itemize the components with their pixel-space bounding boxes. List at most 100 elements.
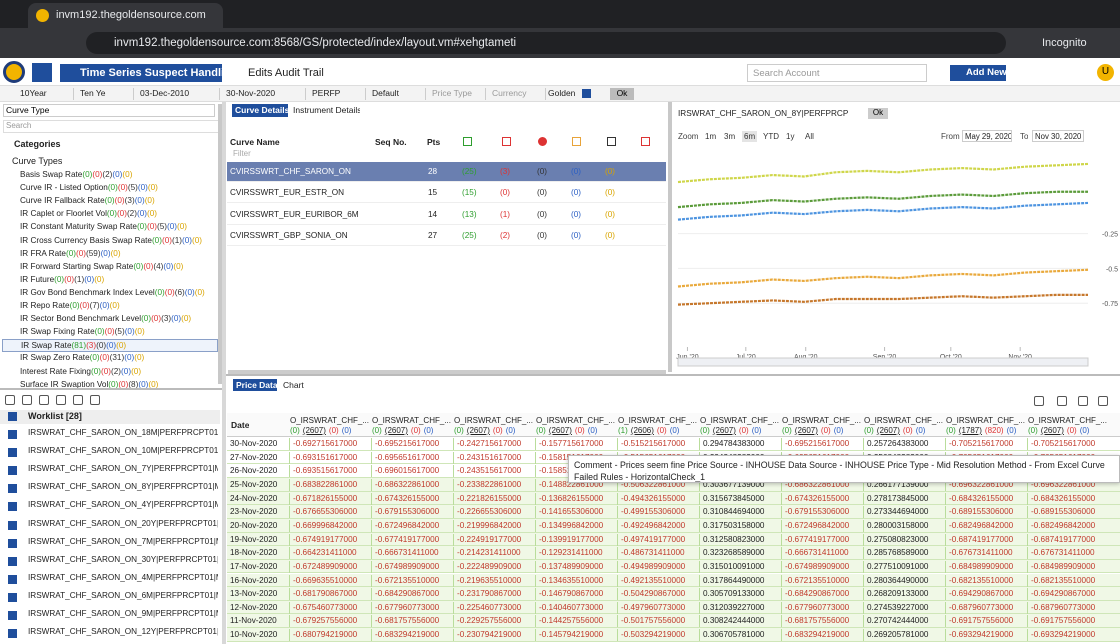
price-cell[interactable]: -0.146790867000 <box>535 588 616 600</box>
price-cell[interactable]: -0.226655306000 <box>453 506 534 518</box>
worklist-checkbox[interactable] <box>8 539 17 548</box>
price-cell[interactable]: -0.214231411000 <box>453 547 534 559</box>
worklist-tool[interactable] <box>39 395 49 405</box>
price-cell[interactable]: -0.134635510000 <box>535 575 616 587</box>
price-cell[interactable]: 0.312580823000 <box>699 534 780 546</box>
price-cell[interactable]: -0.674326155000 <box>781 493 862 505</box>
worklist-item[interactable]: IRSWRAT_CHF_SARON_ON_7Y|PERFPRCPT01|MI..… <box>28 464 218 473</box>
price-cell[interactable]: -0.674989909000 <box>371 561 452 573</box>
worklist-item[interactable]: IRSWRAT_CHF_SARON_ON_18M|PERFPRCPT01|M..… <box>28 428 218 437</box>
price-cell[interactable]: -0.494326155000 <box>617 493 698 505</box>
price-cell[interactable]: 0.274539227000 <box>863 602 944 614</box>
price-cell[interactable]: -0.136826155000 <box>535 493 616 505</box>
curve-type-item[interactable]: IR Cross Currency Basis Swap Rate(0)(0)(… <box>2 235 218 248</box>
price-cell[interactable]: -0.666731411000 <box>781 547 862 559</box>
price-cell[interactable]: -0.684326155000 <box>1027 493 1108 505</box>
price-cell[interactable]: -0.230794219000 <box>453 629 534 641</box>
price-cell[interactable]: -0.221826155000 <box>453 493 534 505</box>
worklist-checkbox[interactable] <box>8 575 17 584</box>
price-cell[interactable]: -0.679155306000 <box>781 506 862 518</box>
golden-checkbox[interactable] <box>582 89 591 98</box>
price-cell[interactable]: -0.243515617000 <box>453 465 534 477</box>
price-cell[interactable]: 0.273344694000 <box>863 506 944 518</box>
worklist-checkbox[interactable] <box>8 502 17 511</box>
price-cell[interactable]: -0.695651617000 <box>371 452 452 464</box>
detail-tab[interactable]: Instrument Details <box>290 104 360 117</box>
price-cell[interactable]: -0.684989909000 <box>1027 561 1108 573</box>
curve-type-item[interactable]: IR Swap Zero Rate(0)(0)(31)(0)(0) <box>2 352 218 365</box>
price-cell[interactable]: -0.681757556000 <box>371 615 452 627</box>
price-cell[interactable]: 0.277510091000 <box>863 561 944 573</box>
price-cell[interactable]: -0.504290867000 <box>617 588 698 600</box>
curve-type-item[interactable]: IR Caplet or Floorlet Vol(0)(0)(2)(0)(0) <box>2 208 218 221</box>
price-cell[interactable]: -0.694290867000 <box>1027 588 1108 600</box>
filter-select[interactable]: Price Type <box>430 88 486 100</box>
price-cell[interactable]: -0.691757556000 <box>945 615 1026 627</box>
price-cell[interactable]: -0.687960773000 <box>1027 602 1108 614</box>
select-all-checkbox[interactable] <box>8 412 17 421</box>
price-cell[interactable]: -0.681790867000 <box>289 588 370 600</box>
table-tool[interactable] <box>1034 396 1044 406</box>
price-cell[interactable]: -0.687419177000 <box>945 534 1026 546</box>
filter-select[interactable]: 03-Dec-2010 <box>138 88 220 100</box>
app-tab[interactable]: Edits Audit Trail <box>228 64 328 82</box>
price-cell[interactable]: -0.689155306000 <box>945 506 1026 518</box>
worklist-checkbox[interactable] <box>8 557 17 566</box>
curve-type-item[interactable]: Curve IR - Listed Option(0)(0)(5)(0)(0) <box>2 182 218 195</box>
worklist-tool[interactable] <box>73 395 83 405</box>
price-cell[interactable]: 0.312039227000 <box>699 602 780 614</box>
price-cell[interactable]: -0.497960773000 <box>617 602 698 614</box>
curve-type-item[interactable]: IR FRA Rate(0)(0)(59)(0)(0) <box>2 248 218 261</box>
price-tab[interactable]: Price Data <box>233 379 277 391</box>
price-cell[interactable]: -0.684326155000 <box>945 493 1026 505</box>
price-cell[interactable]: -0.679257556000 <box>289 615 370 627</box>
price-cell[interactable]: -0.219635510000 <box>453 575 534 587</box>
price-cell[interactable]: 0.306705781000 <box>699 629 780 641</box>
filter-select[interactable]: PERFP <box>310 88 366 100</box>
price-cell[interactable]: -0.695215617000 <box>371 438 452 450</box>
price-cell[interactable]: 0.323268589000 <box>699 547 780 559</box>
worklist-checkbox[interactable] <box>8 611 17 620</box>
price-cell[interactable]: -0.672496842000 <box>781 520 862 532</box>
price-cell[interactable]: 0.280003158000 <box>863 520 944 532</box>
price-cell[interactable]: -0.497419177000 <box>617 534 698 546</box>
price-cell[interactable]: -0.672135510000 <box>371 575 452 587</box>
price-cell[interactable]: 0.269205781000 <box>863 629 944 641</box>
chart-ok-button[interactable]: Ok <box>868 108 888 119</box>
curve-type-item[interactable]: Interest Rate Fixing(0)(0)(2)(0)(0) <box>2 366 218 379</box>
worklist-item[interactable]: IRSWRAT_CHF_SARON_ON_8Y|PERFPRCPT01|MI..… <box>28 482 218 491</box>
price-cell[interactable]: -0.687419177000 <box>1027 534 1108 546</box>
price-cell[interactable]: -0.684989909000 <box>945 561 1026 573</box>
user-avatar[interactable]: U <box>1097 64 1114 81</box>
zoom-option[interactable]: All <box>803 131 816 142</box>
curve-type-item[interactable]: IR Repo Rate(0)(0)(7)(0)(0) <box>2 300 218 313</box>
to-date[interactable]: Nov 30, 2020 <box>1032 130 1084 142</box>
price-cell[interactable]: -0.683822861000 <box>289 479 370 491</box>
price-cell[interactable]: -0.671826155000 <box>289 493 370 505</box>
filter-select[interactable]: Currency <box>490 88 546 100</box>
worklist-checkbox[interactable] <box>8 484 17 493</box>
price-cell[interactable]: -0.682135510000 <box>1027 575 1108 587</box>
price-cell[interactable]: -0.684290867000 <box>371 588 452 600</box>
price-cell[interactable]: -0.515215617000 <box>617 438 698 450</box>
price-cell[interactable]: -0.492135510000 <box>617 575 698 587</box>
price-cell[interactable]: -0.669996842000 <box>289 520 370 532</box>
price-cell[interactable]: -0.499155306000 <box>617 506 698 518</box>
price-cell[interactable]: -0.683294219000 <box>371 629 452 641</box>
table-tool[interactable] <box>1098 396 1108 406</box>
worklist-tool[interactable] <box>5 395 15 405</box>
worklist-item[interactable]: IRSWRAT_CHF_SARON_ON_30Y|PERFPRCPT01|M..… <box>28 555 218 564</box>
price-cell[interactable]: -0.682496842000 <box>1027 520 1108 532</box>
worklist-checkbox[interactable] <box>8 521 17 530</box>
price-cell[interactable]: -0.692715617000 <box>289 438 370 450</box>
price-cell[interactable]: 0.257264383000 <box>863 438 944 450</box>
price-cell[interactable]: -0.486731411000 <box>617 547 698 559</box>
price-cell[interactable]: -0.684290867000 <box>781 588 862 600</box>
price-cell[interactable]: -0.683294219000 <box>781 629 862 641</box>
price-cell[interactable]: -0.680794219000 <box>289 629 370 641</box>
price-cell[interactable]: -0.691757556000 <box>1027 615 1108 627</box>
worklist-checkbox[interactable] <box>8 466 17 475</box>
price-cell[interactable]: -0.687960773000 <box>945 602 1026 614</box>
chart-curve-select[interactable]: IRSWRAT_CHF_SARON_ON_8Y|PERFPRCP <box>676 107 861 121</box>
menu-button[interactable] <box>32 63 52 82</box>
